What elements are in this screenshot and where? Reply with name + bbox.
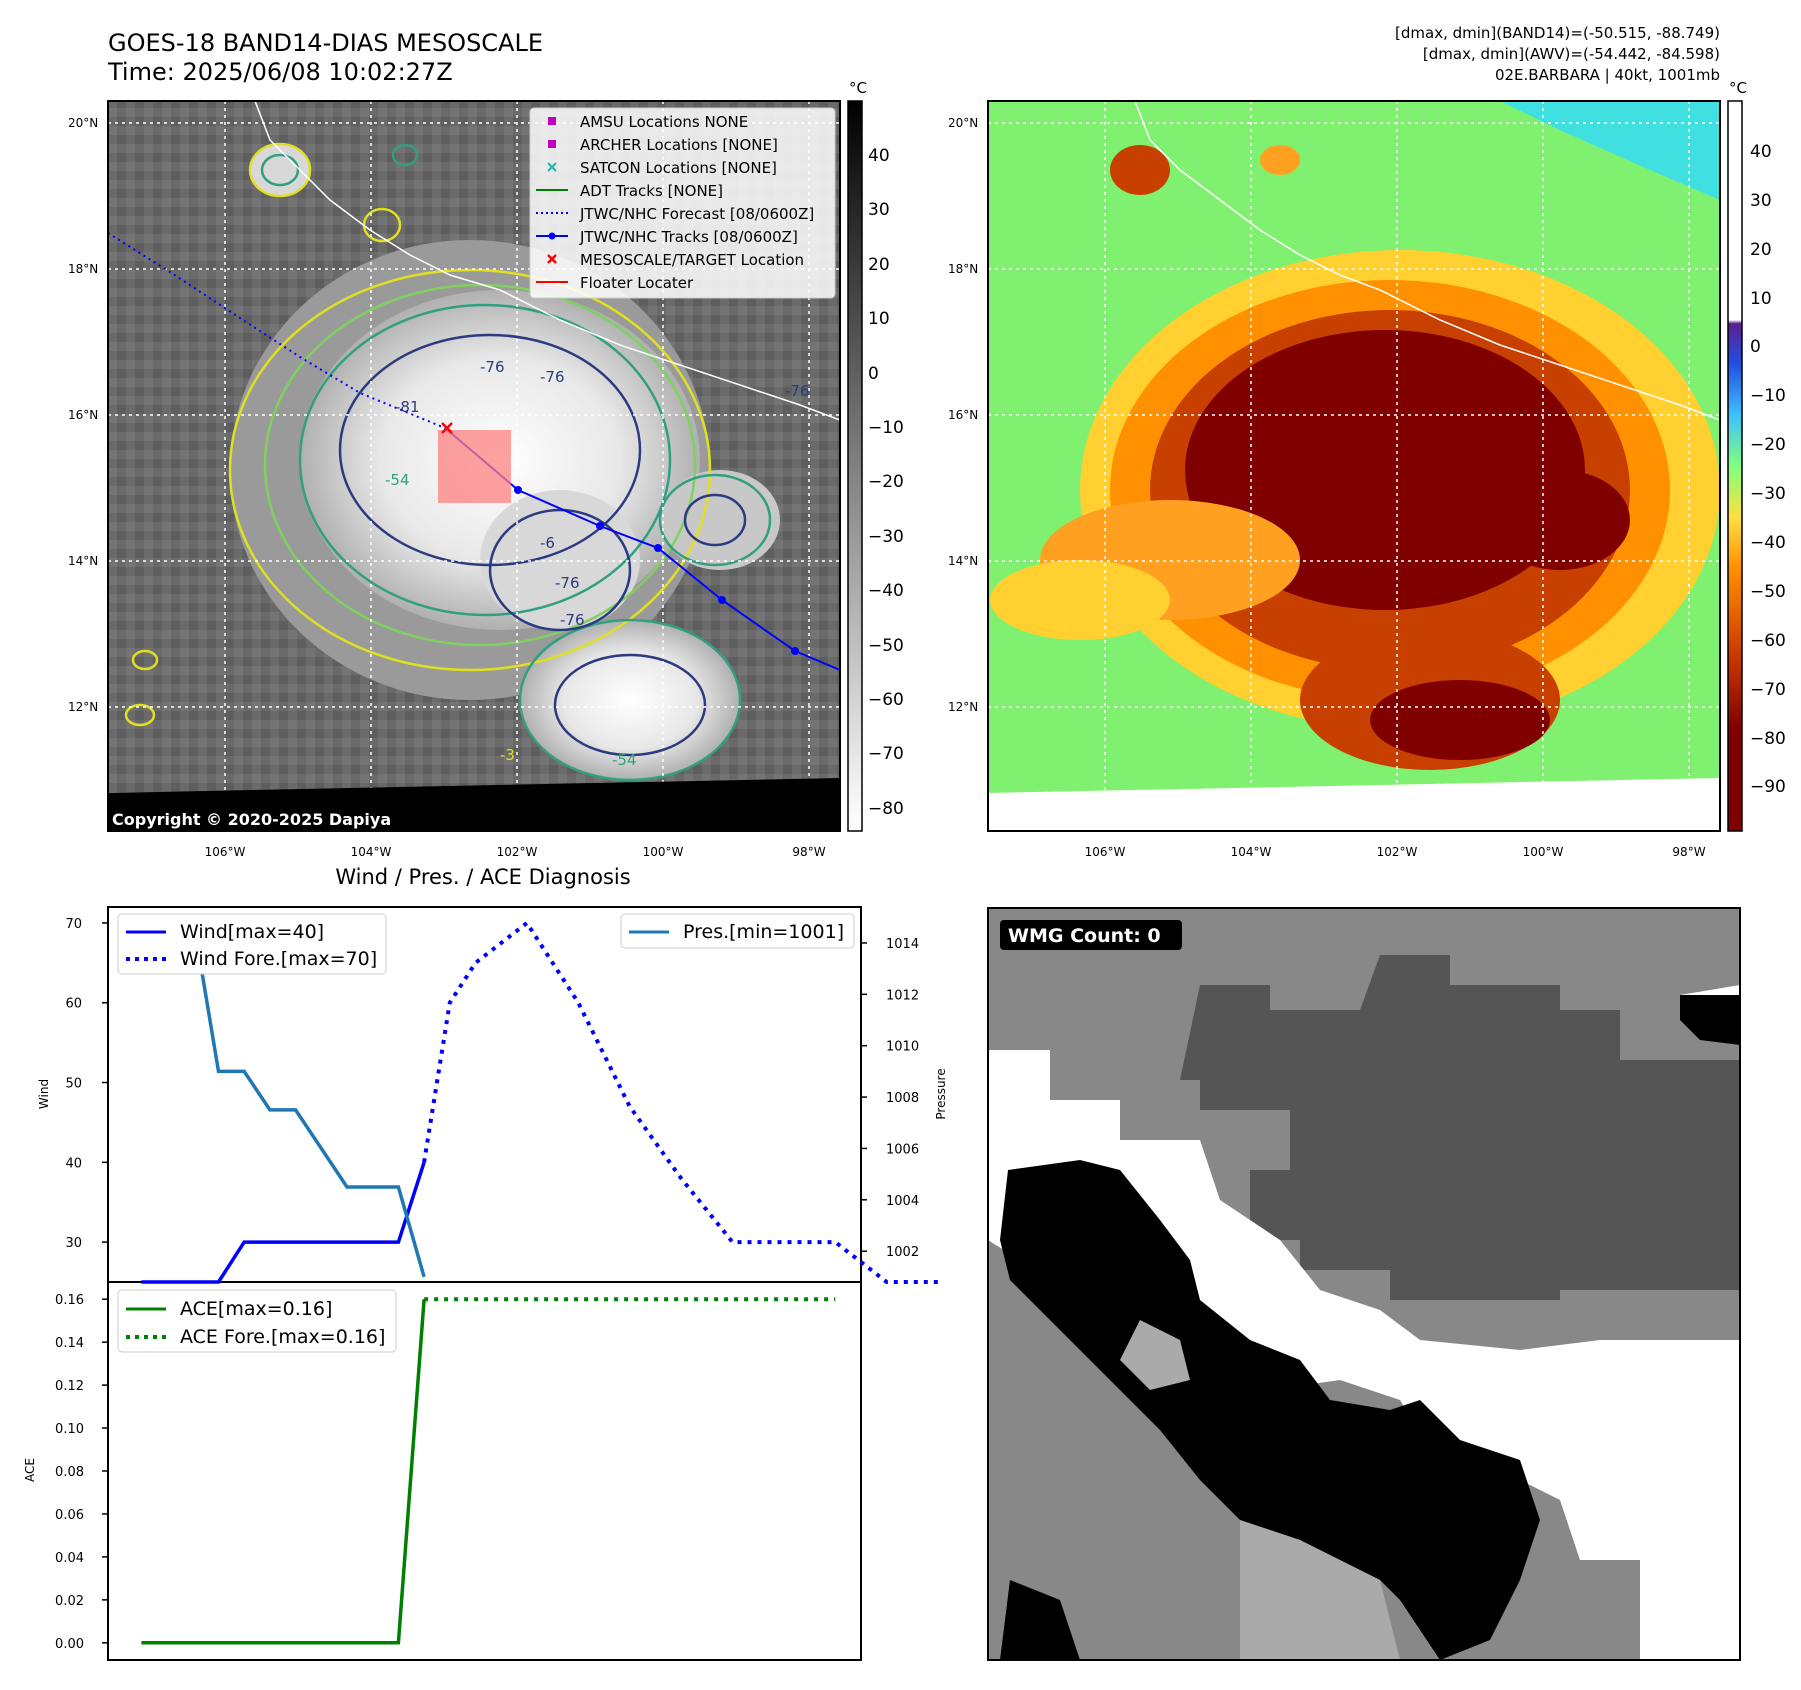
legend-x-icon [547,254,557,264]
lon-label: 104°W [351,845,392,859]
legend-label: AMSU Locations NONE [580,113,748,131]
colorbar-tick: −20 [868,472,904,492]
contour-label: -81 [395,398,420,416]
colorbar-tick: 30 [1750,191,1772,211]
lon-label: 98°W [792,845,825,859]
lat-label: 20°N [948,116,978,130]
legend-label: SATCON Locations [NONE] [580,159,777,177]
contour-label: -54 [385,471,410,489]
colorbar-unit: °C [1729,79,1747,97]
lon-label: 106°W [205,845,246,859]
contour-label: -76 [540,368,565,386]
info-line1: [dmax, dmin](BAND14)=(-50.515, -88.749) [1395,24,1720,42]
colorbar-unit: °C [849,79,867,97]
legend-label: Floater Locater [580,274,694,292]
lat-label: 14°N [68,554,98,568]
colorbar-tick: −60 [868,690,904,710]
awv-image [988,101,1720,831]
colorbar-tick: −30 [868,527,904,547]
copyright-text: Copyright © 2020-2025 Dapiya [112,810,391,829]
colorbar-tick: −80 [868,799,904,819]
legend-label: ARCHER Locations [NONE] [580,136,778,154]
lon-label: 100°W [1523,845,1564,859]
legend-label: JTWC/NHC Forecast [08/0600Z] [579,205,814,223]
colorbar-tick: 30 [868,200,890,220]
colorbar-tick: 20 [868,255,890,275]
lat-label: 18°N [68,262,98,276]
colorbar-tick: −70 [1750,680,1786,700]
colorbar-tick: 10 [868,309,890,329]
wmg-panel: WMG Count: 0 [987,907,1741,1661]
lon-label: 106°W [1085,845,1126,859]
colorbar-tick: −60 [1750,631,1786,651]
figure-title-line2: Time: 2025/06/08 10:02:27Z [107,58,453,86]
gray-colorbar: °C 40 30 20 10 0 −10 −20 −30 −40 −50 −60… [847,79,904,832]
legend-label: JTWC/NHC Tracks [08/0600Z] [579,228,798,246]
contour-label: -6 [540,534,555,552]
map-legend: AMSU Locations NONE ARCHER Locations [NO… [529,107,836,299]
colorbar-tick: −10 [868,418,904,438]
colorbar-tick: 40 [1750,142,1772,162]
contour-label: -76 [555,574,580,592]
lon-label: 102°W [1377,845,1418,859]
colorbar-tick: −80 [1750,729,1786,749]
contour-label: -76 [785,382,810,400]
lat-label: 12°N [68,700,98,714]
legend-square-icon [548,140,556,148]
contour-label: -54 [612,751,637,769]
lon-label: 100°W [643,845,684,859]
lat-label: 20°N [68,116,98,130]
colorbar-tick: −50 [1750,582,1786,602]
colorbar-tick: 10 [1750,289,1772,309]
colorbar-tick: −50 [868,636,904,656]
lat-label: 14°N [948,554,978,568]
colorbar-tick: −30 [1750,484,1786,504]
lat-label: 18°N [948,262,978,276]
lat-label: 12°N [948,700,978,714]
lon-label: 102°W [497,845,538,859]
colorbar-tick: −70 [868,744,904,764]
wmg-count-label: WMG Count: 0 [1008,925,1161,947]
colorbar-tick: 0 [868,364,879,384]
legend-label: MESOSCALE/TARGET Location [580,251,804,269]
colorbar-tick: 0 [1750,337,1761,357]
colorbar-tick: −20 [1750,435,1786,455]
colorbar-tick: 20 [1750,240,1772,260]
band14-map-frame [107,100,841,832]
contour-label: -3 [500,746,515,764]
info-line3: 02E.BARBARA | 40kt, 1001mb [1495,66,1720,84]
lat-label: 16°N [948,408,978,422]
legend-label: ADT Tracks [NONE] [580,182,723,200]
lon-label: 98°W [1672,845,1705,859]
colorbar-tick: −40 [868,581,904,601]
colorbar-tick: −40 [1750,533,1786,553]
colorbar-tick: −90 [1750,777,1786,797]
colorbar-tick: 40 [868,146,890,166]
wmg-frame [987,907,1741,1661]
awv-colorbar: °C 40 30 20 10 0 −10 −20 −30 −40 −50 −60… [1727,79,1786,832]
legend-square-icon [548,117,556,125]
contour-label: -76 [560,611,585,629]
contour-label: -76 [480,358,505,376]
awv-map-frame [987,100,1721,832]
legend-x-icon [547,162,557,172]
colorbar-tick: −10 [1750,386,1786,406]
lon-label: 104°W [1231,845,1272,859]
figure-title-line1: GOES-18 BAND14-DIAS MESOSCALE [108,29,543,57]
lat-label: 16°N [68,408,98,422]
info-line2: [dmax, dmin](AWV)=(-54.442, -84.598) [1423,45,1720,63]
